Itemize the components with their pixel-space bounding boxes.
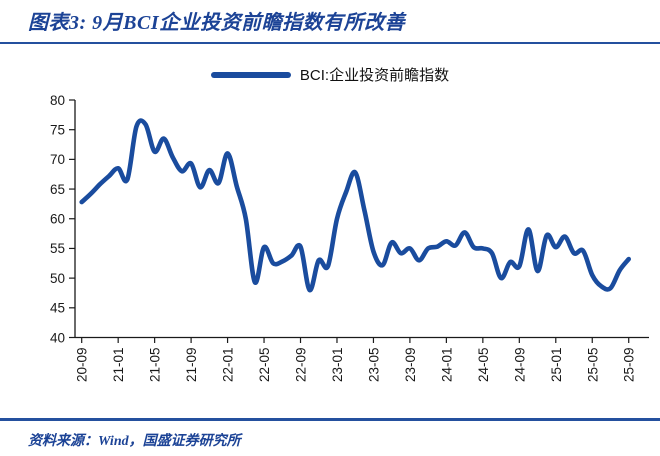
x-tick-label: 23-09 xyxy=(403,348,418,383)
source-note: 资料来源：Wind，国盛证券研究所 xyxy=(28,434,241,449)
x-tick-label: 25-05 xyxy=(585,348,600,383)
x-tick-label: 22-09 xyxy=(294,348,309,383)
x-tick-label: 24-01 xyxy=(439,348,454,383)
legend-line-swatch xyxy=(210,71,291,78)
x-tick-label: 21-01 xyxy=(111,348,126,383)
chart-line xyxy=(79,118,631,293)
y-tick-label: 75 xyxy=(50,122,65,137)
x-tick-label: 21-05 xyxy=(148,348,163,383)
x-tick-label: 22-01 xyxy=(221,348,236,383)
x-tick-label: 21-09 xyxy=(184,348,199,383)
y-tick-label: 60 xyxy=(50,212,65,227)
legend: BCI:企业投资前瞻指数 xyxy=(0,64,660,85)
y-tick-label: 80 xyxy=(50,93,65,108)
legend-label: BCI:企业投资前瞻指数 xyxy=(299,67,450,84)
x-tick-label: 24-09 xyxy=(512,348,527,383)
x-tick-label: 20-09 xyxy=(75,348,90,383)
x-tick-label: 22-05 xyxy=(257,348,272,383)
y-tick-label: 55 xyxy=(50,241,65,256)
y-tick-label: 40 xyxy=(50,330,65,345)
x-tick-label: 25-01 xyxy=(549,348,564,383)
y-tick-label: 45 xyxy=(50,301,65,316)
x-tick-label: 25-09 xyxy=(622,348,637,383)
x-tick-label: 23-05 xyxy=(366,348,381,383)
y-tick-label: 65 xyxy=(50,182,65,197)
x-tick-label: 24-05 xyxy=(476,348,491,383)
footer-divider xyxy=(0,418,660,421)
title-divider xyxy=(0,42,660,44)
y-tick-label: 50 xyxy=(50,271,65,286)
figure-title: 图表3: 9月BCI企业投资前瞻指数有所改善 xyxy=(28,12,406,34)
x-tick-label: 23-01 xyxy=(330,348,345,383)
y-tick-label: 70 xyxy=(50,152,65,167)
